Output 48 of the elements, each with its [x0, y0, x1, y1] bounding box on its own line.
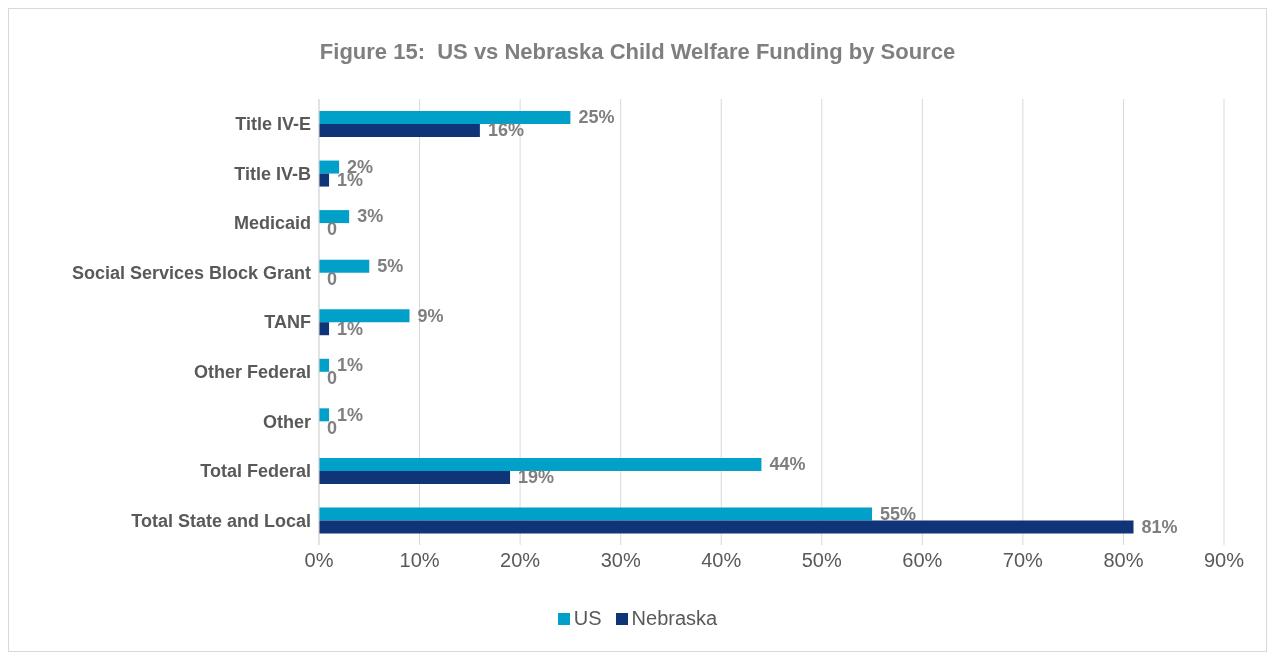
x-tick-label: 0% — [304, 549, 334, 572]
x-tick-label: 10% — [399, 549, 440, 572]
data-label: 0 — [327, 368, 338, 389]
x-tick-label: 70% — [1002, 549, 1044, 572]
data-label: 19% — [518, 467, 555, 488]
x-tick-label: 90% — [1203, 549, 1245, 572]
x-tick-label: 30% — [600, 549, 641, 572]
legend-label: Nebraska — [630, 607, 718, 630]
data-label: 0 — [327, 219, 338, 240]
y-tick-label: Other — [262, 411, 311, 432]
data-label: 55% — [880, 503, 917, 524]
bar — [319, 470, 511, 484]
bar — [319, 457, 762, 471]
x-tick-label: 20% — [500, 549, 541, 572]
data-label: 1% — [337, 404, 364, 425]
bar — [319, 111, 571, 124]
data-label: 0 — [327, 417, 338, 438]
bar — [319, 124, 480, 137]
x-tick-label: 60% — [902, 549, 943, 572]
y-tick-label: Title IV-B — [234, 163, 311, 184]
legend-label: US — [572, 607, 602, 630]
y-tick-label: Social Services Block Grant — [71, 262, 311, 283]
data-label: 9% — [417, 305, 444, 326]
y-tick-label: Medicaid — [233, 213, 311, 234]
x-tick-label: 80% — [1103, 549, 1144, 572]
x-tick-label: 40% — [701, 549, 742, 572]
data-label: 81% — [1141, 516, 1178, 537]
bar — [319, 309, 410, 323]
y-tick-label: TANF — [264, 312, 311, 333]
data-label: 25% — [578, 107, 615, 128]
data-label: 16% — [487, 120, 524, 141]
data-label: 1% — [337, 318, 364, 339]
y-tick-label: Total Federal — [200, 461, 311, 482]
y-tick-label: Total State and Local — [131, 510, 311, 531]
bar — [319, 259, 370, 273]
y-tick-label: Title IV-E — [235, 114, 311, 135]
data-label: 0 — [327, 268, 338, 289]
bar — [319, 507, 873, 521]
chart-title: Figure 15: US vs Nebraska Child Welfare Funding by Source — [318, 38, 957, 66]
data-label: 1% — [337, 355, 364, 376]
bar — [319, 210, 350, 224]
x-tick-label: 50% — [801, 549, 843, 572]
data-label: 5% — [377, 255, 404, 276]
bar — [319, 160, 340, 174]
data-label: 44% — [769, 454, 806, 475]
y-tick-label: Other Federal — [193, 361, 311, 382]
bar — [319, 520, 1134, 534]
data-label: 3% — [357, 206, 384, 227]
